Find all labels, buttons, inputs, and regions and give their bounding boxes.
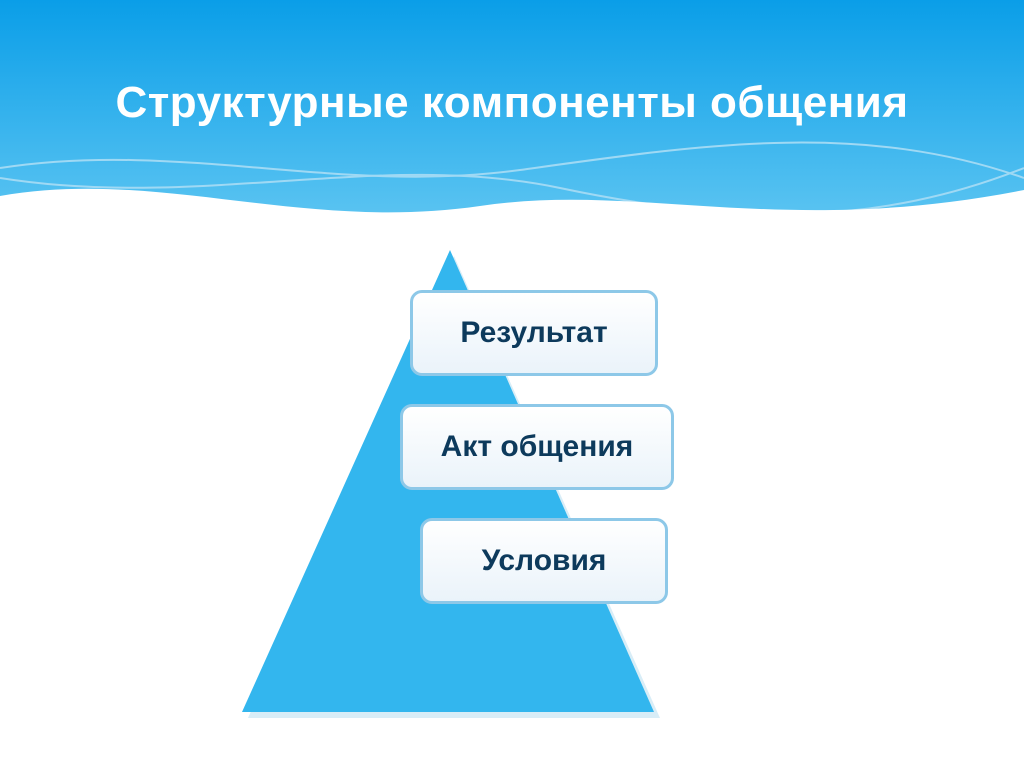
header-band: Структурные компоненты общения [0,0,1024,230]
pyramid-box-0: Результат [410,290,658,376]
pyramid-diagram: Результат Акт общения Условия [0,220,1024,740]
pyramid-box-label: Результат [460,316,607,350]
pyramid-box-label: Акт общения [441,430,634,464]
slide: Структурные компоненты общения Результат… [0,0,1024,767]
page-title: Структурные компоненты общения [0,78,1024,128]
pyramid-box-label: Условия [482,544,607,578]
pyramid-box-2: Условия [420,518,668,604]
pyramid-box-1: Акт общения [400,404,674,490]
